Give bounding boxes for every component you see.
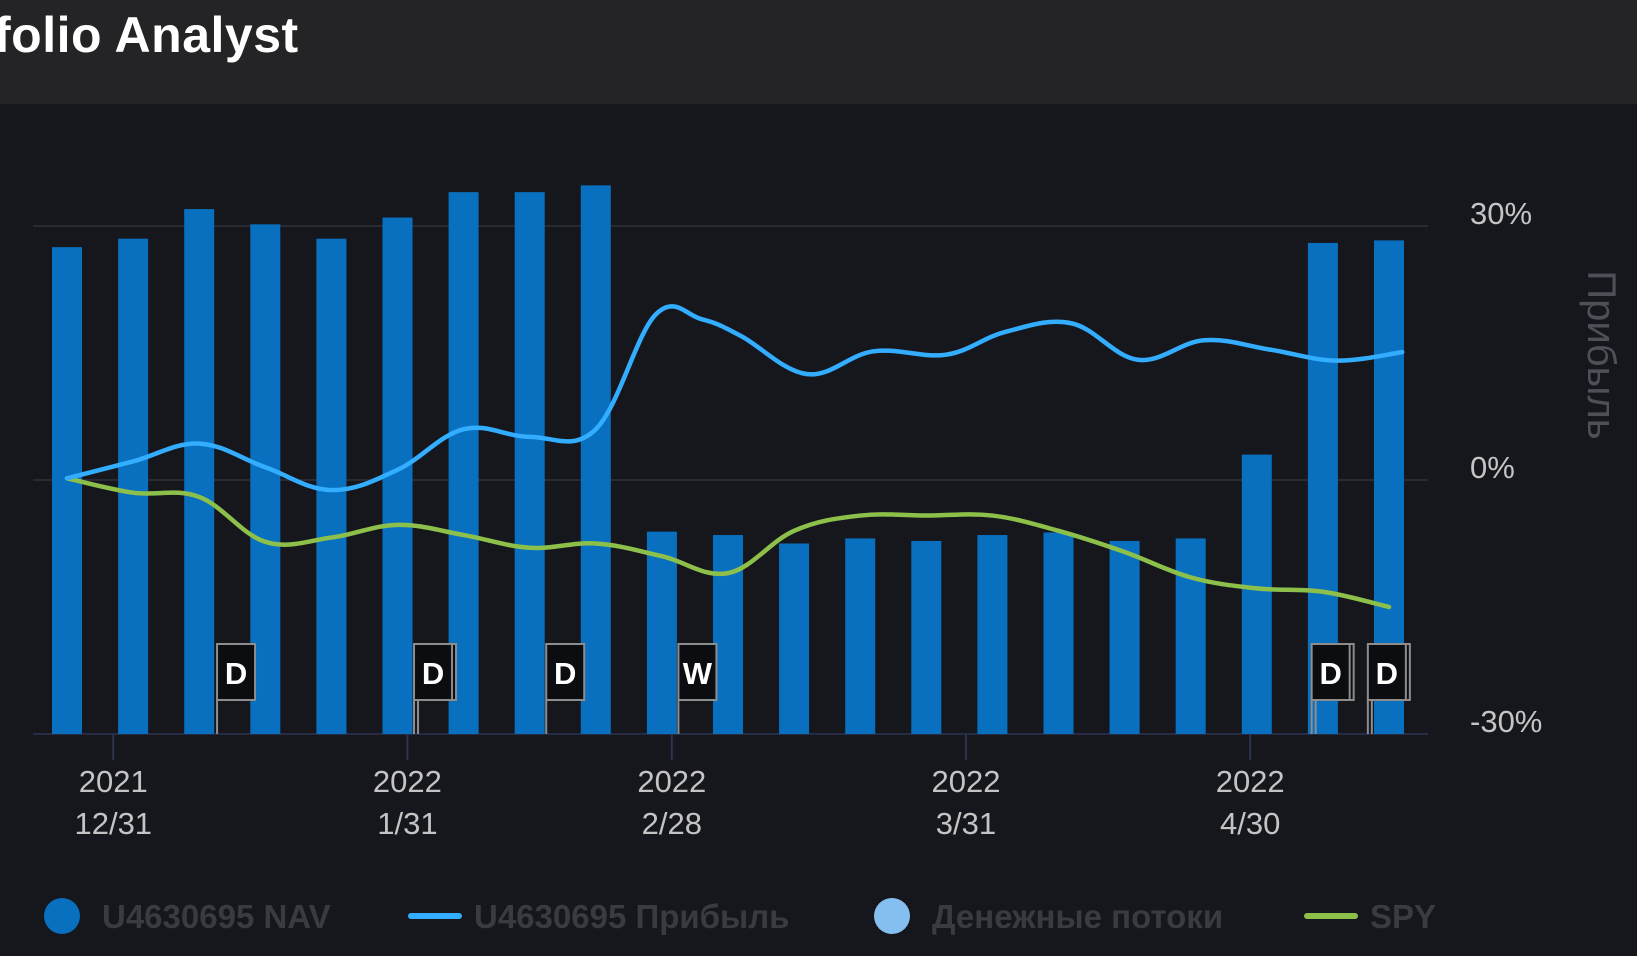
cashflow-flag: D xyxy=(413,643,458,734)
profit-line xyxy=(64,304,1405,493)
nav-bar xyxy=(184,209,215,735)
nav-bar xyxy=(1241,454,1272,734)
flag-box xyxy=(545,643,586,701)
flag-box xyxy=(1366,643,1407,701)
flag-box xyxy=(413,643,454,701)
nav-bar xyxy=(977,535,1008,734)
flag-label: D xyxy=(422,656,444,691)
legend-marker-nav xyxy=(44,898,80,934)
cashflow-flag: D xyxy=(1310,643,1355,734)
nav-bar xyxy=(514,192,545,735)
flag-label: D xyxy=(1319,656,1341,691)
cashflow-flag: W xyxy=(677,643,718,734)
legend-label-nav: U4630695 NAV xyxy=(102,898,331,935)
legend-label-cashflow: Денежные потоки xyxy=(932,898,1224,935)
nav-bar xyxy=(52,247,82,734)
y-tick-label: 30% xyxy=(1470,196,1532,231)
nav-bar xyxy=(779,543,810,734)
nav-bar xyxy=(580,185,611,735)
flag-label: D xyxy=(1376,656,1398,691)
nav-bar xyxy=(713,535,743,734)
flag-box xyxy=(216,643,257,701)
cashflow-flag: D xyxy=(1366,643,1411,734)
nav-bar xyxy=(845,538,876,734)
nav-bar xyxy=(646,531,677,734)
flag-box xyxy=(1310,643,1351,701)
x-tick-date: 1/31 xyxy=(377,806,437,841)
flag-label: D xyxy=(554,656,576,691)
x-tick-year: 2021 xyxy=(79,764,148,799)
x-tick-year: 2022 xyxy=(637,764,706,799)
nav-bar xyxy=(1175,538,1206,734)
flag-label: W xyxy=(683,656,713,691)
nav-bar xyxy=(1109,540,1140,734)
chart-legend: U4630695 NAV U4630695 Прибыль Денежные п… xyxy=(0,892,1637,942)
app-title: folio Analyst xyxy=(0,7,299,63)
legend-marker-cashflow xyxy=(874,898,910,934)
flag-label: D xyxy=(225,656,247,691)
nav-bar xyxy=(118,238,149,734)
y-tick-label: -30% xyxy=(1470,704,1542,739)
app-header: folio Analyst xyxy=(0,0,1637,104)
x-tick-year: 2022 xyxy=(931,764,1000,799)
flag-box xyxy=(677,643,718,701)
x-tick-date: 4/30 xyxy=(1220,806,1280,841)
x-tick-year: 2022 xyxy=(1216,764,1285,799)
spy-line xyxy=(64,476,1392,610)
nav-bar xyxy=(911,540,942,734)
legend-marker-profit xyxy=(408,913,462,919)
y-axis-title: Прибыль xyxy=(1579,270,1623,439)
x-tick-date: 2/28 xyxy=(642,806,702,841)
x-tick-date: 3/31 xyxy=(936,806,996,841)
cashflow-flag: D xyxy=(545,643,586,734)
x-tick-date: 12/31 xyxy=(74,806,152,841)
legend-label-profit: U4630695 Прибыль xyxy=(474,898,790,935)
nav-bar xyxy=(316,238,347,734)
x-tick-year: 2022 xyxy=(373,764,442,799)
legend-label-spy: SPY xyxy=(1370,898,1437,935)
nav-bar xyxy=(1043,532,1074,734)
cashflow-flag: D xyxy=(216,643,257,734)
legend-marker-spy xyxy=(1304,913,1358,919)
y-tick-label: 0% xyxy=(1470,450,1515,485)
